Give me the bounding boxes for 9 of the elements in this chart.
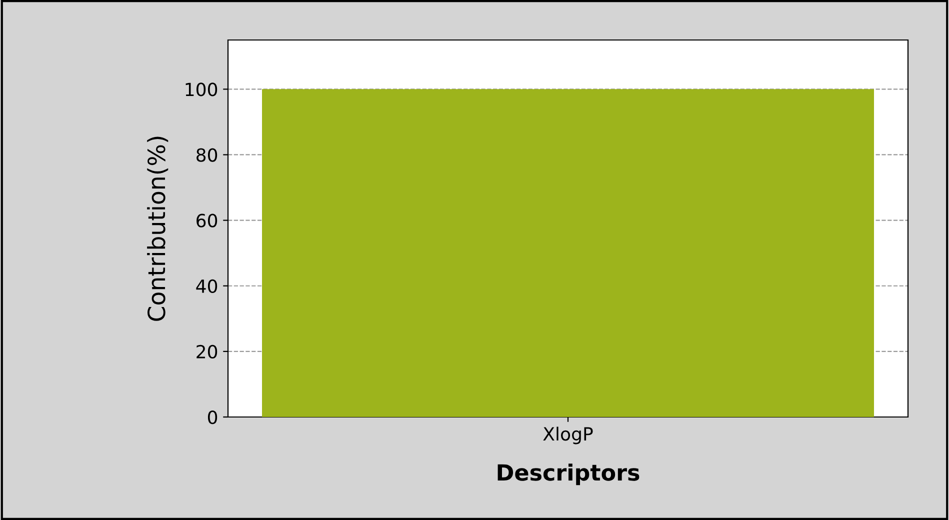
y-tick-label: 100 [186, 82, 218, 96]
y-axis-title: Contribution(%) [147, 136, 168, 321]
y-tick-label: 0 [208, 410, 218, 424]
y-tick-label: 80 [196, 148, 218, 162]
y-tick-label: 40 [196, 279, 218, 293]
x-axis-title: Descriptors [498, 464, 640, 486]
x-tick-label: XlogP [543, 426, 593, 444]
y-tick-label: 20 [196, 344, 218, 359]
y-tick-label: 60 [196, 214, 218, 228]
